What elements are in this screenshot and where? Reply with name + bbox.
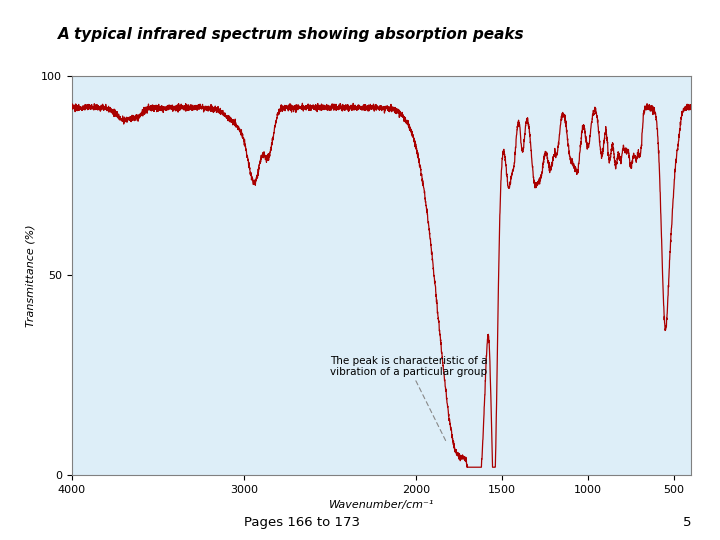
X-axis label: Wavenumber/cm⁻¹: Wavenumber/cm⁻¹ [329, 501, 434, 510]
Text: 5: 5 [683, 516, 691, 529]
Text: A typical infrared spectrum showing absorption peaks: A typical infrared spectrum showing abso… [58, 27, 524, 42]
Y-axis label: Transmittance (%): Transmittance (%) [26, 224, 36, 327]
Text: Pages 166 to 173: Pages 166 to 173 [244, 516, 361, 529]
Text: The peak is characteristic of a
vibration of a particular group: The peak is characteristic of a vibratio… [330, 356, 487, 441]
